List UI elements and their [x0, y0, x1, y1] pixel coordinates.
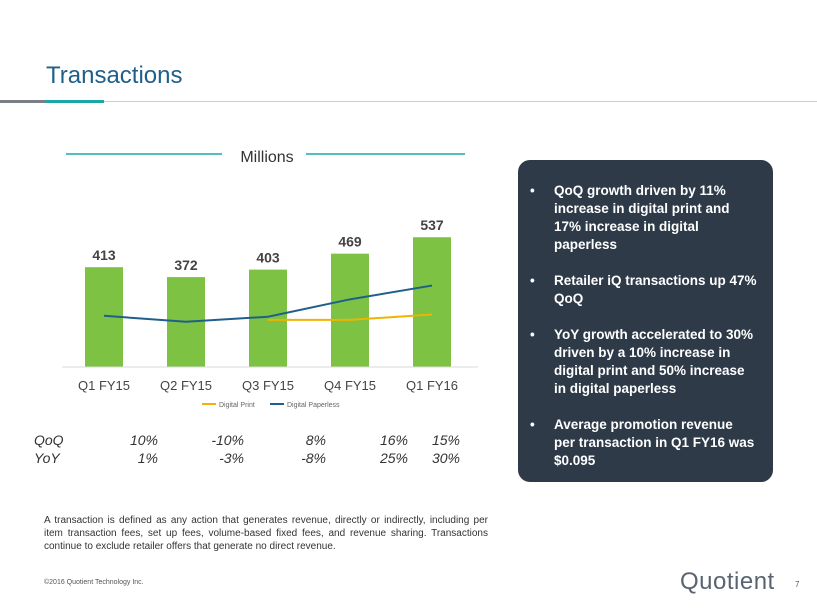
transactions-chart: Millions 413 372 403 469 537 Q1 FY15 Q2 FY15 Q… — [62, 149, 478, 409]
qoq-value: 10% — [129, 432, 158, 448]
bar — [331, 253, 369, 367]
page-number: 7 — [795, 580, 800, 589]
x-tick-label: Q1 FY15 — [78, 378, 130, 393]
highlights-list: • QoQ growth driven by 11% increase in di… — [518, 160, 773, 470]
bullet-glyph: • — [530, 417, 535, 432]
qoq-value: 8% — [305, 432, 326, 448]
bar-value-label: 403 — [256, 250, 280, 266]
x-tick-label: Q3 FY15 — [242, 378, 294, 393]
highlight-item: • YoY growth accelerated to 30% driven by… — [530, 326, 757, 398]
bar-value-label: 413 — [92, 247, 116, 263]
bullet-glyph: • — [530, 273, 535, 288]
x-tick-label: Q2 FY15 — [160, 378, 212, 393]
yoy-value: 25% — [379, 450, 408, 466]
highlight-text: Average promotion revenue per transactio… — [554, 417, 755, 468]
highlight-item: • QoQ growth driven by 11% increase in di… — [530, 182, 757, 254]
highlight-text: YoY growth accelerated to 30% driven by … — [554, 327, 754, 396]
x-tick-label: Q4 FY15 — [324, 378, 376, 393]
yoy-value: -8% — [301, 450, 326, 466]
yoy-value: -3% — [219, 450, 244, 466]
bullet-glyph: • — [530, 327, 535, 342]
bar — [413, 237, 451, 367]
highlight-item: • Average promotion revenue per transacti… — [530, 416, 757, 470]
series-line — [103, 284, 433, 323]
title-rule-gray — [0, 100, 46, 103]
title-rule-teal — [46, 100, 104, 103]
highlight-text: Retailer iQ transactions up 47% QoQ — [554, 273, 757, 306]
copyright: ©2016 Quotient Technology Inc. — [44, 579, 144, 586]
qoq-value: 16% — [379, 432, 408, 448]
legend-label: Digital Paperless — [287, 402, 340, 409]
yoy-value: 30% — [431, 450, 460, 466]
bar-value-label: 469 — [338, 234, 362, 250]
highlight-text: QoQ growth driven by 11% increase in dig… — [554, 183, 730, 252]
qoq-value: -10% — [211, 432, 244, 448]
qoq-value: 15% — [431, 432, 460, 448]
x-tick-label: Q1 FY16 — [406, 378, 458, 393]
page-title: Transactions — [46, 62, 183, 89]
qoq-row: QoQ 10% -10% 8% 16% 15% — [34, 432, 474, 450]
bar-value-label: 537 — [420, 217, 444, 233]
yoy-value: 1% — [137, 450, 158, 466]
bar-value-label: 372 — [174, 257, 198, 273]
title-rule-light — [104, 101, 817, 102]
unit-label: Millions — [240, 149, 293, 166]
qoq-label: QoQ — [34, 432, 64, 448]
series-line — [268, 313, 433, 321]
yoy-row: YoY 1% -3% -8% 25% 30% — [34, 450, 474, 468]
highlight-item: • Retailer iQ transactions up 47% QoQ — [530, 272, 757, 308]
yoy-label: YoY — [34, 450, 60, 466]
quotient-logo: Quotient — [680, 568, 775, 595]
bullet-glyph: • — [530, 183, 535, 198]
footnote: A transaction is defined as any action t… — [44, 515, 488, 552]
legend-label: Digital Print — [219, 402, 255, 409]
growth-table: QoQ 10% -10% 8% 16% 15% YoY 1% -3% -8% 2… — [34, 432, 474, 468]
highlights-panel: • QoQ growth driven by 11% increase in di… — [518, 160, 773, 482]
